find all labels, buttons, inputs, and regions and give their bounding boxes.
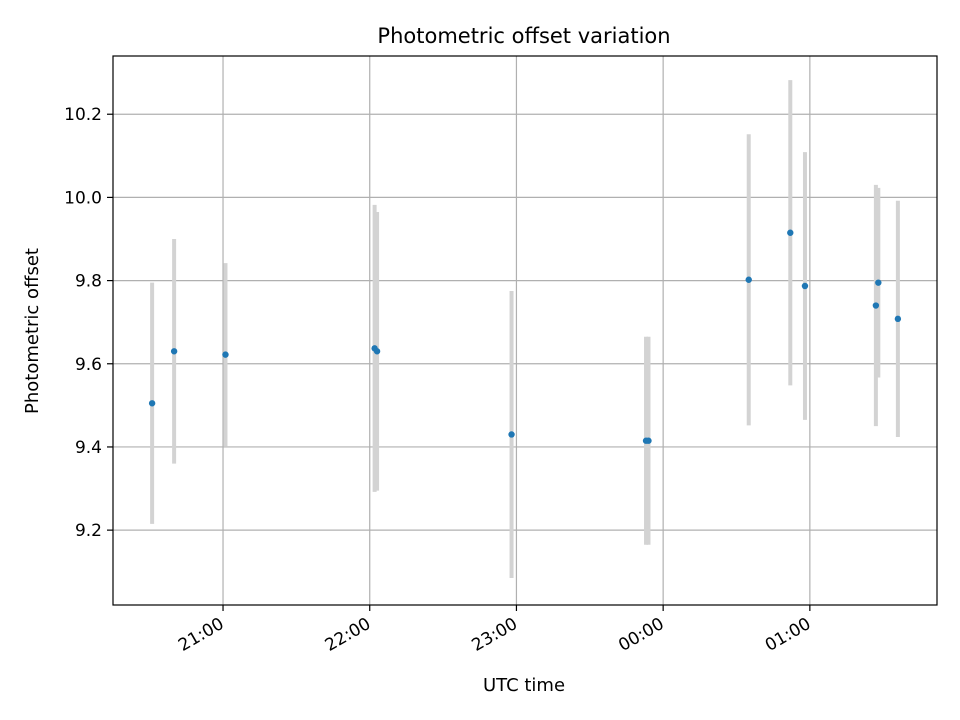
x-tick-label: 01:00 [762, 614, 814, 656]
data-point [801, 282, 809, 290]
data-point [787, 229, 794, 236]
x-axis-ticks: 21:00 22:00 23:00 00:00 01:00 [175, 605, 814, 656]
data-point [148, 400, 156, 407]
data-point [508, 431, 515, 438]
y-tick-label: 9.8 [75, 272, 102, 292]
data-point [894, 315, 902, 323]
grid [113, 56, 937, 605]
y-axis-ticks: 9.2 9.4 9.6 9.8 10.0 10.2 [64, 105, 113, 541]
chart-title: Photometric offset variation [377, 24, 670, 48]
y-tick-label: 9.2 [75, 521, 102, 541]
data-point [745, 276, 752, 283]
x-tick-label: 22:00 [322, 614, 374, 656]
x-tick-label: 21:00 [175, 614, 227, 656]
y-axis-label: Photometric offset [22, 248, 43, 414]
data-point [872, 302, 880, 309]
y-tick-label: 10.0 [64, 188, 102, 208]
data-point [875, 279, 882, 286]
data-point [222, 351, 229, 358]
x-tick-label: 23:00 [469, 614, 521, 656]
data-point [645, 437, 652, 444]
y-tick-label: 10.2 [64, 105, 102, 125]
plot-frame [112, 55, 938, 606]
x-tick-label: 00:00 [615, 614, 667, 656]
data-point [170, 348, 178, 355]
y-tick-label: 9.6 [75, 355, 102, 375]
y-tick-label: 9.4 [75, 438, 102, 458]
error-bars [150, 80, 900, 578]
data-point [373, 348, 381, 355]
x-axis-label: UTC time [483, 675, 565, 696]
data-points [148, 229, 902, 444]
